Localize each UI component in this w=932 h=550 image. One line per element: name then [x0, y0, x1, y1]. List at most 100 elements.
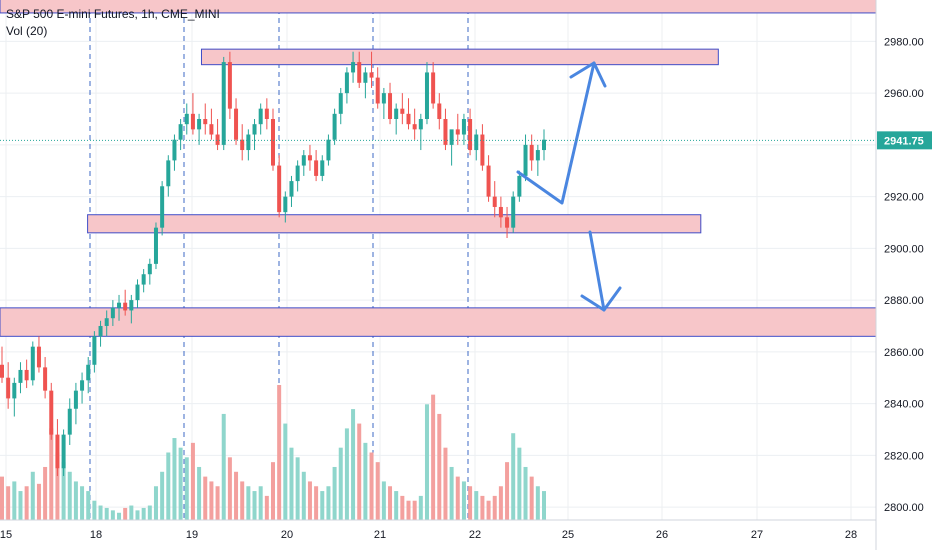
volume-bar	[498, 486, 503, 520]
candle-body	[246, 134, 251, 151]
candle-body	[30, 346, 35, 381]
volume-bar	[480, 495, 485, 520]
volume-bar	[6, 486, 11, 520]
volume-bar	[443, 447, 448, 520]
candle-body	[6, 377, 11, 399]
candle-body	[283, 196, 288, 213]
volume-bar	[110, 510, 115, 520]
price-zone	[0, 307, 877, 337]
candle-body	[61, 434, 66, 469]
candle-body	[307, 155, 312, 161]
candle-body	[529, 144, 534, 161]
volume-bar	[190, 442, 195, 520]
candle-body	[104, 318, 109, 326]
volume-bar	[234, 471, 239, 520]
volume-bar	[123, 507, 128, 520]
candle-body	[486, 165, 491, 197]
volume-indicator-label[interactable]: Vol (20)	[6, 24, 48, 38]
volume-bar	[381, 481, 386, 520]
candle-body	[86, 364, 91, 381]
candle-body	[424, 72, 429, 120]
candle-body	[375, 77, 380, 104]
y-tick-label: 2860.00	[884, 347, 924, 359]
candle-body	[184, 113, 189, 125]
volume-bar	[517, 447, 522, 520]
candle-body	[301, 155, 306, 166]
volume-bar	[289, 447, 294, 520]
volume-bar	[104, 507, 109, 520]
candle-body	[381, 93, 386, 104]
volume-bar	[474, 491, 479, 520]
candle-body	[80, 380, 85, 391]
candle-body	[12, 382, 17, 399]
candle-body	[190, 113, 195, 130]
volume-bar	[295, 457, 300, 520]
candle-body	[98, 325, 103, 337]
volume-bar	[320, 491, 325, 520]
volume-bar	[511, 433, 516, 520]
volume-bar	[258, 486, 263, 520]
candle-body	[129, 300, 134, 311]
candle-body	[110, 307, 115, 319]
volume-bar	[227, 457, 232, 520]
candle-body	[461, 119, 466, 135]
candle-body	[498, 206, 503, 218]
volume-bar	[160, 471, 165, 520]
volume-bar	[505, 462, 510, 520]
volume-bar	[246, 486, 251, 520]
candle-body	[511, 196, 516, 228]
candle-body	[135, 284, 140, 301]
x-tick-label: 21	[374, 529, 386, 541]
candle-body	[535, 150, 540, 161]
volume-bar	[135, 510, 140, 520]
x-tick-label: 15	[0, 529, 12, 541]
candle-body	[277, 165, 282, 213]
volume-bar	[542, 491, 546, 520]
candle-body	[252, 124, 257, 135]
candle-body	[363, 72, 368, 83]
volume-bar	[43, 466, 48, 520]
candle-body	[166, 160, 171, 187]
symbol-title[interactable]: S&P 500 E-mini Futures, 1h, CME_MINI	[6, 7, 220, 21]
candle-body	[455, 129, 460, 135]
volume-bar	[535, 486, 540, 520]
candle-body	[351, 62, 356, 73]
candle-body	[394, 108, 399, 120]
candle-body	[264, 108, 269, 120]
volume-bar	[332, 466, 337, 520]
volume-bar	[80, 486, 85, 520]
volume-bar	[492, 495, 497, 520]
candle-body	[221, 62, 226, 145]
candle-body	[0, 364, 4, 378]
x-tick-label: 18	[90, 529, 102, 541]
volume-bar	[172, 438, 177, 520]
candle-body	[542, 139, 546, 151]
volume-bar	[147, 505, 152, 520]
y-tick-label: 2960.00	[884, 88, 924, 100]
candle-body	[234, 108, 239, 140]
candle-body	[92, 336, 97, 365]
volume-bar	[357, 423, 362, 520]
volume-bar	[86, 491, 91, 520]
price-zone	[87, 214, 702, 234]
candle-body	[209, 124, 214, 135]
candle-body	[49, 390, 54, 435]
candle-body	[172, 139, 177, 161]
x-tick-label: 19	[186, 529, 198, 541]
volume-bar	[338, 447, 343, 520]
x-tick-label: 27	[751, 529, 763, 541]
candle-body	[332, 113, 337, 140]
last-price-badge-bg	[877, 131, 932, 150]
candle-body	[203, 119, 208, 125]
candle-body	[227, 62, 232, 109]
candle-body	[357, 62, 362, 83]
volume-bar	[30, 471, 35, 520]
volume-bar	[203, 476, 208, 520]
bullish-arrowhead	[569, 61, 607, 88]
volume-bar	[375, 462, 380, 520]
volume-bar	[529, 476, 534, 520]
volume-bar	[18, 491, 23, 520]
volume-bar	[523, 466, 528, 520]
